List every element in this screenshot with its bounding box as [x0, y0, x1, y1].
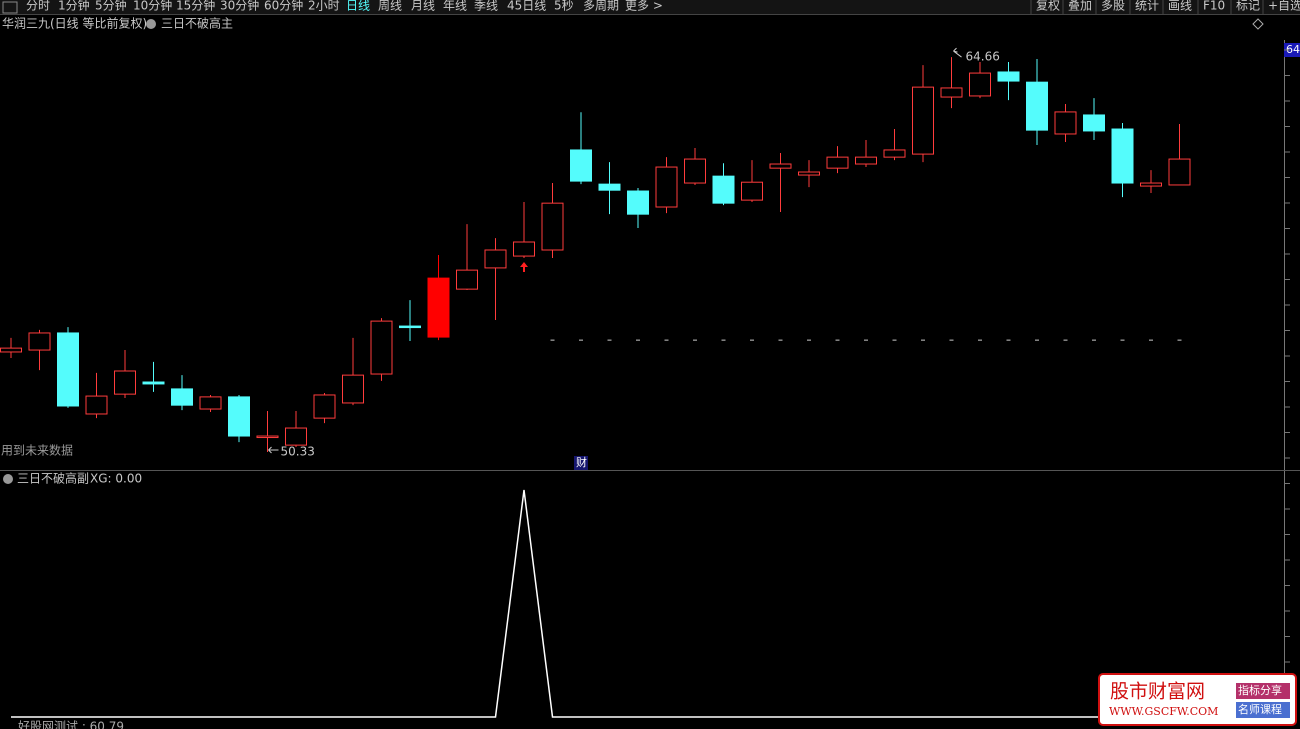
toolbar-tab[interactable]: 1分钟: [58, 0, 90, 13]
toolbar-button[interactable]: 多股: [1101, 0, 1125, 13]
indicator-line: [11, 489, 1180, 718]
candle-body: [342, 374, 364, 404]
toolbar-tab[interactable]: 周线: [378, 0, 402, 13]
candle-body: [513, 241, 535, 257]
candle-body: [598, 183, 621, 191]
toolbar-button[interactable]: 画线: [1168, 0, 1192, 13]
candle-body: [627, 190, 649, 215]
candle-body: [228, 396, 250, 437]
candle-body: [484, 249, 507, 269]
candle-body: [114, 370, 136, 395]
indicator-icon[interactable]: [146, 19, 156, 29]
candle-body: [1054, 111, 1077, 135]
max-label: 64.66: [966, 50, 1000, 64]
candle-body: [712, 175, 735, 204]
toolbar-button[interactable]: F10: [1203, 0, 1225, 13]
candle-body: [684, 158, 706, 184]
candle-body: [427, 277, 450, 338]
watermark-tag: 指标分享: [1238, 683, 1282, 697]
toolbar-tab[interactable]: 分时: [26, 0, 50, 13]
candle-body: [1026, 81, 1048, 131]
candle-body: [85, 395, 108, 415]
toolbar-tab[interactable]: 15分钟: [176, 0, 215, 13]
candle-body: [1111, 128, 1134, 184]
candle-body: [541, 202, 564, 251]
candle-body: [399, 325, 421, 329]
candle-body: [256, 435, 279, 439]
max-arrow: [953, 47, 962, 58]
candle-body: [798, 171, 820, 176]
toolbar-tab[interactable]: 季线: [474, 0, 498, 13]
legend-entry: XG: 0.00: [90, 472, 142, 486]
candle-body: [883, 149, 906, 158]
toolbar-button[interactable]: 标记: [1236, 0, 1260, 13]
watermark: 股市财富网 WWW.GSCFW.COM 指标分享 名师课程: [1098, 673, 1297, 726]
candle-body: [0, 347, 22, 353]
indicator-name[interactable]: 三日不破高主: [161, 16, 233, 31]
price-tag-bg: [1284, 43, 1300, 57]
tag-bg: [1236, 702, 1290, 718]
toolbar-tab[interactable]: 5分钟: [95, 0, 127, 13]
candle-body: [1083, 114, 1105, 132]
candle-body: [57, 332, 79, 407]
toolbar-tab[interactable]: 30分钟: [220, 0, 259, 13]
toolbar-tab[interactable]: 月线: [411, 0, 435, 13]
candle-body: [655, 166, 678, 208]
candle-body: [826, 156, 849, 169]
min-label: 50.33: [281, 445, 315, 459]
toolbar-tab[interactable]: 2小时: [308, 0, 340, 13]
candle-body: [456, 269, 478, 290]
candle-body: [199, 396, 222, 410]
sub-indicator-icon[interactable]: [3, 474, 13, 484]
candle-body: [912, 86, 934, 155]
min-arrow: [268, 446, 279, 454]
toolbar-button[interactable]: 复权: [1036, 0, 1060, 13]
toolbar-tab[interactable]: 45日线: [507, 0, 546, 13]
toolbar-tab[interactable]: 年线: [443, 0, 467, 13]
sub-indicator-title: 三日不破高副: [17, 471, 89, 486]
event-marker-bg[interactable]: [574, 456, 588, 470]
price-tag: 64.: [1286, 43, 1300, 56]
toolbar-tab[interactable]: 60分钟: [264, 0, 303, 13]
tag-bg: [1236, 683, 1290, 699]
chart-title: 华润三九(日线 等比前复权): [2, 16, 147, 31]
signal-arrow: [520, 261, 528, 272]
candle-body: [855, 156, 877, 165]
toolbar-tab[interactable]: 日线: [346, 0, 370, 13]
toolbar-button[interactable]: 叠加: [1068, 0, 1092, 13]
candle-body: [570, 149, 592, 182]
diamond-icon[interactable]: [1252, 18, 1264, 30]
toolbar-tab[interactable]: 5秒: [554, 0, 574, 13]
event-marker[interactable]: 财: [576, 455, 587, 469]
candle-body: [313, 394, 336, 419]
footer-text: 好股网测试 : 60.79: [18, 719, 124, 729]
candle-body: [171, 388, 193, 406]
candle-body: [741, 181, 763, 201]
candle-body: [769, 163, 792, 169]
toolbar-tab[interactable]: 更多 >: [625, 0, 663, 13]
candle-body: [285, 427, 307, 446]
candle-body: [940, 87, 963, 98]
candle-body: [370, 320, 393, 375]
toolbar-tab[interactable]: 多周期: [583, 0, 619, 13]
toolbar-bg: [0, 0, 1300, 14]
watermark-tag: 名师课程: [1238, 702, 1282, 716]
note: 用到未来数据: [1, 443, 73, 458]
toolbar-button[interactable]: +自选: [1268, 0, 1300, 13]
candle-body: [997, 71, 1020, 82]
candle-body: [1140, 182, 1162, 187]
candle-body: [969, 72, 991, 97]
candle-body: [142, 381, 165, 385]
watermark-title: 股市财富网: [1110, 681, 1205, 703]
watermark-url: WWW.GSCFW.COM: [1109, 705, 1218, 718]
toolbar-tab[interactable]: 10分钟: [133, 0, 172, 13]
candle-body: [28, 332, 51, 351]
menu-icon[interactable]: [2, 1, 18, 14]
candle-body: [1168, 158, 1191, 186]
toolbar-button[interactable]: 统计: [1135, 0, 1159, 13]
